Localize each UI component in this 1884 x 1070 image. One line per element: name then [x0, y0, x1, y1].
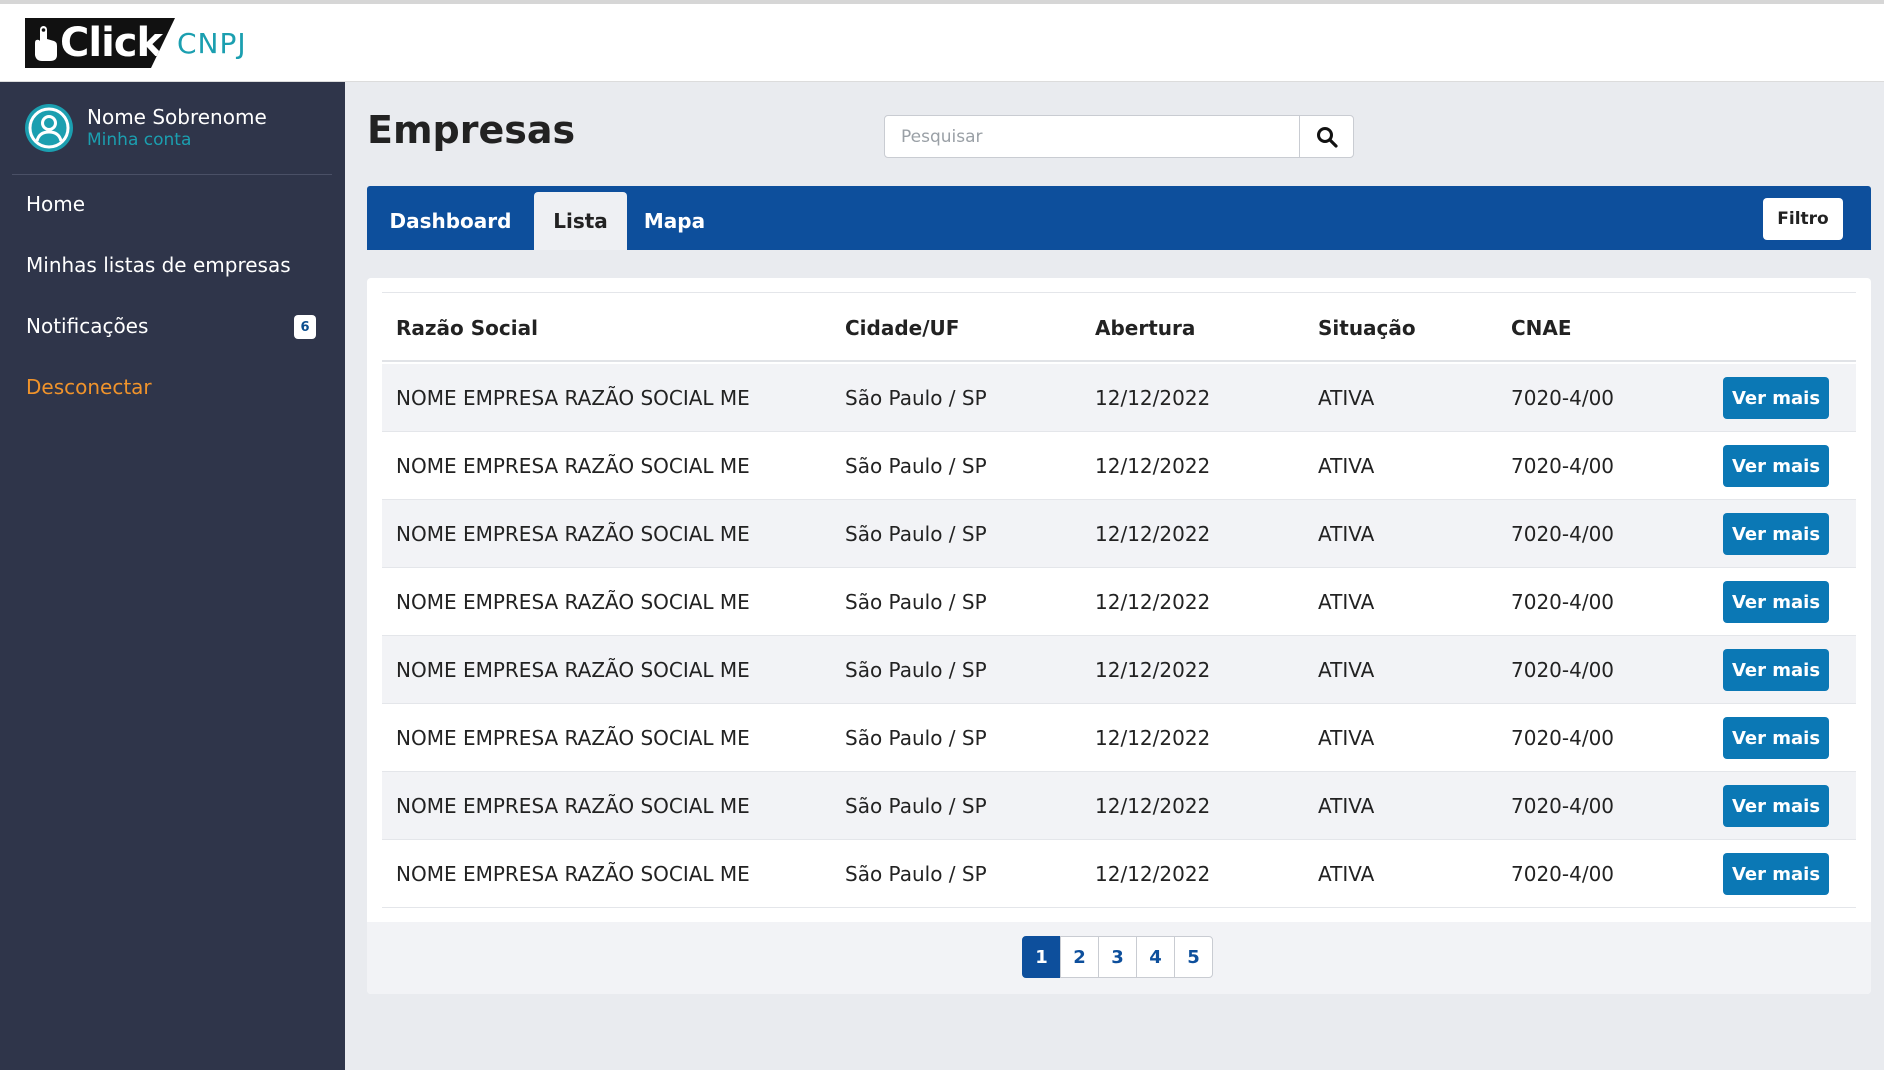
cell-cidade-uf: São Paulo / SP — [845, 657, 987, 682]
cell-situacao: ATIVA — [1318, 589, 1375, 614]
tab-mapa[interactable]: Mapa — [643, 209, 706, 233]
cell-cnae: 7020-4/00 — [1511, 589, 1615, 614]
ver-mais-button[interactable]: Ver mais — [1723, 785, 1829, 827]
page-2-button[interactable]: 2 — [1060, 936, 1099, 978]
cell-cnae: 7020-4/00 — [1511, 521, 1615, 546]
page-5-button[interactable]: 5 — [1174, 936, 1213, 978]
ver-mais-button[interactable]: Ver mais — [1723, 445, 1829, 487]
sidebar-item-logout[interactable]: Desconectar — [26, 375, 152, 399]
my-account-link[interactable]: Minha conta — [87, 130, 192, 150]
table-row: NOME EMPRESA RAZÃO SOCIAL ME São Paulo / … — [382, 432, 1856, 500]
ver-mais-button[interactable]: Ver mais — [1723, 377, 1829, 419]
cell-cnae: 7020-4/00 — [1511, 453, 1615, 478]
cell-situacao: ATIVA — [1318, 793, 1375, 818]
user-name: Nome Sobrenome — [87, 105, 267, 129]
cell-razao-social: NOME EMPRESA RAZÃO SOCIAL ME — [396, 385, 750, 410]
cell-abertura: 12/12/2022 — [1095, 657, 1211, 682]
table-top-divider — [382, 292, 1856, 293]
cell-cnae: 7020-4/00 — [1511, 385, 1615, 410]
page-4-button[interactable]: 4 — [1136, 936, 1175, 978]
cell-abertura: 12/12/2022 — [1095, 725, 1211, 750]
table-row: NOME EMPRESA RAZÃO SOCIAL ME São Paulo / … — [382, 568, 1856, 636]
ver-mais-button[interactable]: Ver mais — [1723, 717, 1829, 759]
user-circle-icon — [25, 104, 73, 152]
logo-cnpj-text: CNPJ — [177, 26, 247, 60]
cell-cnae: 7020-4/00 — [1511, 657, 1615, 682]
cell-situacao: ATIVA — [1318, 725, 1375, 750]
cell-abertura: 12/12/2022 — [1095, 861, 1211, 886]
cell-abertura: 12/12/2022 — [1095, 793, 1211, 818]
cell-razao-social: NOME EMPRESA RAZÃO SOCIAL ME — [396, 589, 750, 614]
header-cidade-uf: Cidade/UF — [845, 315, 960, 340]
header-abertura: Abertura — [1095, 315, 1196, 340]
table-row: NOME EMPRESA RAZÃO SOCIAL ME São Paulo / … — [382, 364, 1856, 432]
cell-razao-social: NOME EMPRESA RAZÃO SOCIAL ME — [396, 453, 750, 478]
tab-lista[interactable]: Lista — [534, 192, 627, 250]
header-cnae: CNAE — [1511, 315, 1572, 340]
cell-abertura: 12/12/2022 — [1095, 453, 1211, 478]
cell-abertura: 12/12/2022 — [1095, 521, 1211, 546]
ver-mais-button[interactable]: Ver mais — [1723, 581, 1829, 623]
cell-cnae: 7020-4/00 — [1511, 793, 1615, 818]
cell-cidade-uf: São Paulo / SP — [845, 725, 987, 750]
table-row: NOME EMPRESA RAZÃO SOCIAL ME São Paulo / … — [382, 772, 1856, 840]
table-header: Razão Social Cidade/UF Abertura Situação… — [382, 293, 1856, 362]
cell-situacao: ATIVA — [1318, 521, 1375, 546]
table-row: NOME EMPRESA RAZÃO SOCIAL ME São Paulo / … — [382, 704, 1856, 772]
companies-table-card: Razão Social Cidade/UF Abertura Situação… — [367, 278, 1871, 994]
cell-situacao: ATIVA — [1318, 657, 1375, 682]
page-1-button[interactable]: 1 — [1022, 936, 1061, 978]
cell-situacao: ATIVA — [1318, 453, 1375, 478]
search-bar — [884, 115, 1354, 158]
cell-cidade-uf: São Paulo / SP — [845, 385, 987, 410]
cell-cidade-uf: São Paulo / SP — [845, 861, 987, 886]
sidebar-divider — [12, 174, 332, 175]
cell-cidade-uf: São Paulo / SP — [845, 589, 987, 614]
cell-razao-social: NOME EMPRESA RAZÃO SOCIAL ME — [396, 725, 750, 750]
cell-razao-social: NOME EMPRESA RAZÃO SOCIAL ME — [396, 521, 750, 546]
window-top-border — [0, 0, 1884, 4]
tab-bar: Dashboard Lista Mapa Filtro — [367, 186, 1871, 250]
logo[interactable]: Click CNPJ — [25, 18, 247, 68]
ver-mais-button[interactable]: Ver mais — [1723, 853, 1829, 895]
ver-mais-button[interactable]: Ver mais — [1723, 649, 1829, 691]
cell-cidade-uf: São Paulo / SP — [845, 521, 987, 546]
cell-razao-social: NOME EMPRESA RAZÃO SOCIAL ME — [396, 657, 750, 682]
table-row: NOME EMPRESA RAZÃO SOCIAL ME São Paulo / … — [382, 500, 1856, 568]
tab-dashboard[interactable]: Dashboard — [389, 209, 512, 233]
hand-pointer-icon — [35, 26, 57, 61]
page-3-button[interactable]: 3 — [1098, 936, 1137, 978]
search-input[interactable] — [885, 116, 1299, 157]
sidebar-item-notifications[interactable]: Notificações — [26, 314, 149, 338]
cell-abertura: 12/12/2022 — [1095, 385, 1211, 410]
sidebar: Nome Sobrenome Minha conta Home Minhas l… — [0, 82, 345, 1070]
page-title: Empresas — [367, 108, 576, 152]
header-situacao: Situação — [1318, 315, 1416, 340]
notifications-badge: 6 — [294, 315, 316, 339]
cell-situacao: ATIVA — [1318, 385, 1375, 410]
sidebar-item-home[interactable]: Home — [26, 192, 86, 216]
search-icon — [1316, 126, 1338, 148]
app-header: Click CNPJ — [0, 4, 1884, 82]
ver-mais-button[interactable]: Ver mais — [1723, 513, 1829, 555]
logo-click-text: Click — [60, 20, 163, 66]
logo-mark: Click — [25, 18, 175, 68]
table-row: NOME EMPRESA RAZÃO SOCIAL ME São Paulo / … — [382, 636, 1856, 704]
cell-cidade-uf: São Paulo / SP — [845, 793, 987, 818]
cell-razao-social: NOME EMPRESA RAZÃO SOCIAL ME — [396, 861, 750, 886]
header-razao-social: Razão Social — [396, 315, 538, 340]
table-row: NOME EMPRESA RAZÃO SOCIAL ME São Paulo / … — [382, 840, 1856, 908]
cell-cnae: 7020-4/00 — [1511, 725, 1615, 750]
sidebar-item-company-lists[interactable]: Minhas listas de empresas — [26, 253, 291, 277]
cell-abertura: 12/12/2022 — [1095, 589, 1211, 614]
cell-cidade-uf: São Paulo / SP — [845, 453, 987, 478]
filter-button[interactable]: Filtro — [1763, 198, 1843, 240]
user-profile[interactable]: Nome Sobrenome Minha conta — [25, 104, 267, 152]
cell-cnae: 7020-4/00 — [1511, 861, 1615, 886]
cell-razao-social: NOME EMPRESA RAZÃO SOCIAL ME — [396, 793, 750, 818]
cell-situacao: ATIVA — [1318, 861, 1375, 886]
search-button[interactable] — [1299, 116, 1353, 157]
